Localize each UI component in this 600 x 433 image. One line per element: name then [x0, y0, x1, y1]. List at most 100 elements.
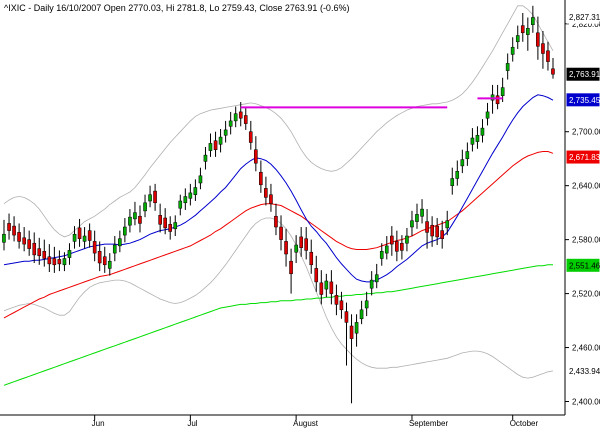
- candle: [384, 236, 389, 260]
- candle-body: [319, 282, 324, 295]
- candle-body: [435, 225, 439, 238]
- x-tick-label: October: [510, 419, 539, 428]
- candle: [359, 300, 364, 325]
- candle: [526, 17, 530, 51]
- candle-body: [148, 194, 152, 202]
- candle-body: [248, 131, 253, 143]
- candle: [450, 167, 455, 195]
- candle-body: [193, 187, 198, 195]
- candle: [153, 183, 157, 211]
- candle: [27, 230, 31, 256]
- candle: [213, 131, 218, 157]
- candle-body: [505, 63, 510, 71]
- candle-body: [138, 215, 142, 224]
- candle: [37, 237, 42, 265]
- candle-body: [460, 159, 465, 167]
- price-tag-label: 2,433.94: [569, 367, 600, 376]
- candle-body: [450, 178, 455, 186]
- candle-body: [218, 136, 223, 145]
- candle: [52, 246, 57, 273]
- candle-body: [289, 260, 293, 275]
- price-tag-box: [566, 93, 600, 107]
- candle-body: [254, 149, 258, 164]
- candle-body: [309, 251, 314, 266]
- candle: [314, 255, 319, 292]
- y-axis: 2,400.00 2,460.00 2,520.00 2,580.00 2,640.00…: [565, 20, 600, 407]
- candle: [379, 243, 384, 266]
- candle-body: [541, 43, 545, 54]
- candle: [289, 248, 293, 294]
- candle-body: [32, 242, 37, 256]
- candle: [349, 314, 354, 404]
- candle-body: [228, 120, 233, 127]
- candle-body: [238, 111, 243, 119]
- candle-body: [243, 115, 248, 124]
- candle-body: [485, 111, 490, 119]
- candle: [72, 226, 77, 249]
- chart-header: ^IXIC - Daily 16/10/2007 Open 2770.03, H…: [4, 3, 349, 13]
- candle: [319, 270, 324, 305]
- candle-body: [384, 245, 389, 254]
- candle-body: [334, 295, 339, 305]
- candle-body: [314, 268, 319, 283]
- candle-body: [546, 50, 550, 62]
- candle-body: [269, 194, 273, 204]
- candle: [7, 213, 11, 240]
- candle: [208, 133, 213, 157]
- candle: [248, 120, 253, 150]
- candle-body: [17, 232, 21, 242]
- candle-body: [390, 235, 394, 245]
- price-tag-box: [566, 67, 600, 81]
- candle: [536, 16, 540, 60]
- candle: [354, 314, 359, 347]
- candle: [82, 227, 87, 249]
- candle: [364, 291, 369, 317]
- candle-body: [42, 251, 47, 259]
- candle-body: [364, 300, 369, 309]
- price-tag: 2,551.46: [566, 258, 600, 272]
- candle: [551, 57, 555, 79]
- candle: [510, 37, 515, 62]
- price-tag-box: [566, 10, 600, 24]
- candle-body: [349, 325, 354, 339]
- upper-band-line: [3, 5, 554, 238]
- candle: [123, 218, 127, 243]
- candle-body: [304, 238, 308, 251]
- candle-body: [203, 154, 208, 162]
- candle: [264, 176, 268, 206]
- candle-body: [445, 220, 450, 229]
- candle: [128, 209, 132, 233]
- candle-body: [455, 171, 460, 179]
- candle: [515, 25, 520, 49]
- price-tag: 2,671.83: [566, 150, 600, 164]
- y-tick-label: 2,460.00: [572, 344, 600, 353]
- y-tick-label: 2,580.00: [572, 236, 600, 245]
- candle-body: [354, 322, 359, 334]
- candle: [163, 208, 167, 235]
- y-tick-label: 2,400.00: [572, 398, 600, 407]
- candle: [102, 246, 107, 273]
- candle: [143, 194, 147, 218]
- candle-body: [400, 242, 404, 251]
- candle-body: [67, 250, 72, 258]
- candle: [520, 12, 525, 42]
- candle-body: [158, 215, 162, 225]
- candle-body: [369, 279, 374, 289]
- candle-body: [62, 258, 67, 266]
- candle: [304, 227, 308, 260]
- candle-body: [510, 46, 515, 55]
- lower-band-line: [3, 217, 554, 379]
- x-tick-label: Jul: [187, 419, 197, 428]
- candle: [294, 235, 298, 264]
- candle-body: [12, 225, 16, 236]
- candle-body: [107, 260, 112, 269]
- candle-body: [198, 175, 203, 184]
- candle: [470, 128, 475, 152]
- candle: [173, 215, 178, 237]
- candle: [223, 120, 228, 143]
- candle: [138, 205, 142, 233]
- candle: [193, 179, 198, 201]
- candle: [339, 291, 344, 319]
